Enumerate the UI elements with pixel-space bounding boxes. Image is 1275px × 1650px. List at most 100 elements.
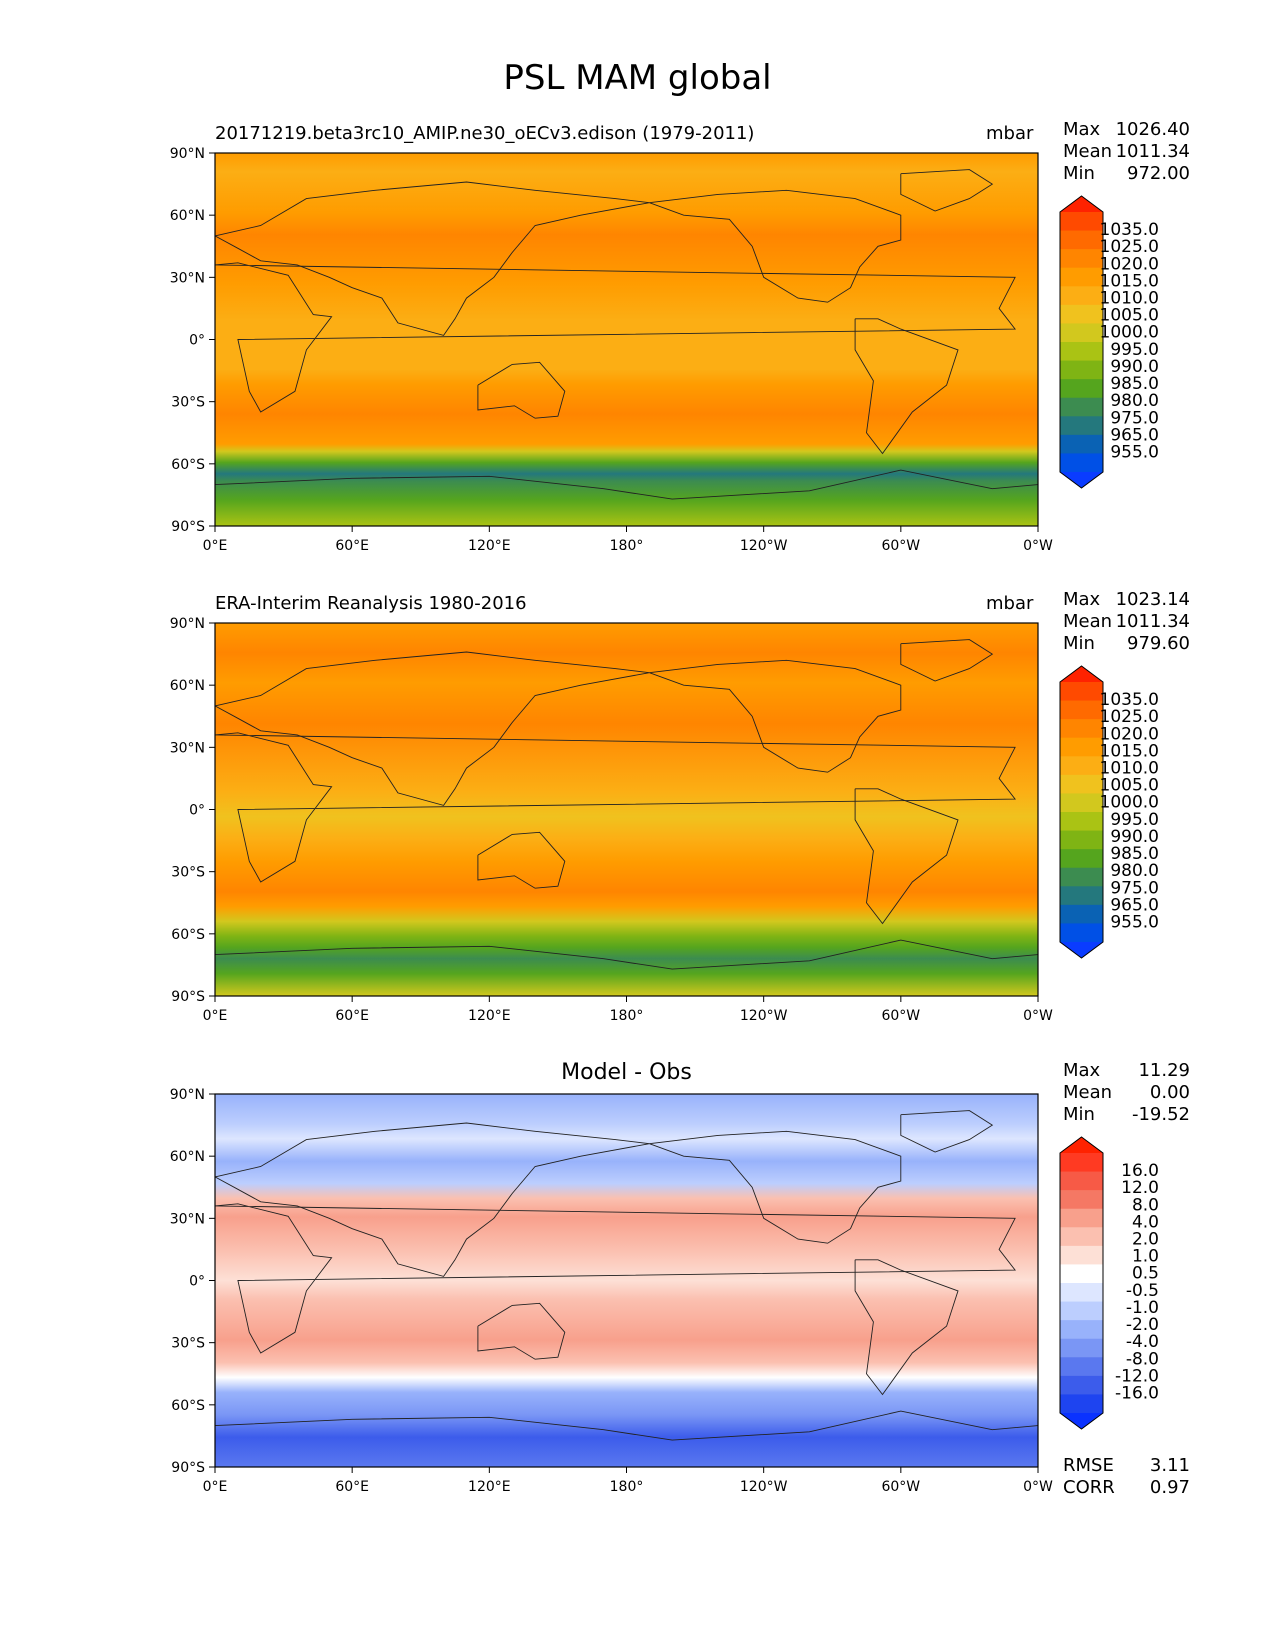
colorbar: 1035.01025.01020.01015.01010.01005.01000… bbox=[1059, 195, 1159, 489]
colorbar-swatch bbox=[1060, 719, 1103, 739]
stat-value: 1026.40 bbox=[1115, 119, 1190, 140]
stat-label: Max bbox=[1063, 119, 1101, 140]
metric-value: 3.11 bbox=[1149, 1455, 1190, 1476]
colorbar-label: 1.0 bbox=[1132, 1247, 1159, 1267]
lat-tick-label: 0° bbox=[189, 1274, 205, 1290]
colorbar-swatch bbox=[1060, 304, 1103, 324]
coastline bbox=[477, 831, 566, 889]
coastline bbox=[477, 1302, 566, 1360]
coastline bbox=[214, 651, 650, 806]
map-panel: 90°N 60°N 30°N 0° 30°S 60°S 90°S 0°E 60°E 120°E 18… bbox=[170, 616, 1159, 1024]
figure-title: PSL MAM global bbox=[503, 58, 772, 98]
coastline bbox=[900, 639, 994, 682]
lon-tick-label: 0°E bbox=[203, 1479, 228, 1495]
lon-tick-label: 120°W bbox=[740, 538, 788, 554]
colorbar-label: -8.0 bbox=[1126, 1349, 1159, 1369]
lon-tick-label: 120°W bbox=[740, 1008, 788, 1024]
stat-label: Min bbox=[1063, 1104, 1095, 1125]
colorbar-swatch bbox=[1060, 360, 1103, 380]
colorbar-swatch bbox=[1060, 700, 1103, 720]
colorbar-outline bbox=[1059, 1136, 1104, 1430]
lon-tick-label: 0°W bbox=[1023, 538, 1053, 554]
colorbar-label: -2.0 bbox=[1126, 1315, 1159, 1335]
stat-label: Min bbox=[1063, 163, 1095, 184]
colorbar-swatch bbox=[1060, 1264, 1103, 1284]
panel-title: ERA-Interim Reanalysis 1980-2016 bbox=[215, 593, 527, 614]
map-panel: 90°N 60°N 30°N 0° 30°S 60°S 90°S 0°E 60°E 120°E 18… bbox=[170, 1087, 1159, 1495]
colorbar: 1035.01025.01020.01015.01010.01005.01000… bbox=[1059, 665, 1159, 959]
lon-tick-label: 0°W bbox=[1023, 1008, 1053, 1024]
colorbar-label: 16.0 bbox=[1121, 1161, 1159, 1181]
lon-tick-label: 60°W bbox=[881, 1479, 920, 1495]
lat-tick-label: 90°N bbox=[170, 146, 205, 162]
colorbar-swatch bbox=[1060, 849, 1103, 869]
stat-value: 972.00 bbox=[1127, 163, 1190, 184]
colorbar-swatch bbox=[1060, 323, 1103, 343]
stat-row: Mean 0.00 bbox=[1063, 1082, 1190, 1104]
coastline bbox=[214, 1410, 1039, 1441]
colorbar-swatch bbox=[1060, 942, 1103, 958]
lon-tick-label: 60°W bbox=[881, 538, 920, 554]
colorbar-swatch bbox=[1060, 682, 1103, 702]
colorbar-swatch bbox=[1060, 1245, 1103, 1265]
colorbar-label: 995.0 bbox=[1110, 810, 1159, 830]
coastline bbox=[649, 659, 902, 773]
panel-title: 20171219.beta3rc10_AMIP.ne30_oECv3.ediso… bbox=[215, 123, 755, 144]
stat-value: -19.52 bbox=[1131, 1104, 1190, 1125]
colorbar-label: 8.0 bbox=[1132, 1195, 1159, 1215]
colorbar-swatch bbox=[1060, 812, 1103, 832]
colorbar-label: 1005.0 bbox=[1100, 306, 1159, 326]
units-label: mbar bbox=[986, 123, 1034, 144]
coastline bbox=[214, 939, 1039, 970]
lat-tick-label: 60°N bbox=[170, 208, 205, 224]
colorbar-label: 1000.0 bbox=[1100, 323, 1159, 343]
colorbar-swatch bbox=[1060, 453, 1103, 473]
lon-tick-label: 60°E bbox=[335, 1008, 369, 1024]
colorbar-label: 965.0 bbox=[1110, 895, 1159, 915]
stat-row: Max 1023.14 bbox=[1063, 589, 1190, 611]
colorbar-label: 1025.0 bbox=[1100, 707, 1159, 727]
colorbar-swatch bbox=[1060, 830, 1103, 850]
lat-tick-label: 90°S bbox=[171, 1460, 205, 1476]
field-fill bbox=[215, 1094, 1038, 1467]
colorbar-swatch bbox=[1060, 1171, 1103, 1191]
colorbar-swatch bbox=[1060, 472, 1103, 488]
lat-tick-label: 90°S bbox=[171, 989, 205, 1005]
lon-tick-label: 60°E bbox=[335, 538, 369, 554]
colorbar-label: 1035.0 bbox=[1100, 220, 1159, 240]
stat-value: 11.29 bbox=[1138, 1060, 1190, 1081]
stat-label: Max bbox=[1063, 589, 1101, 610]
lat-tick-label: 60°N bbox=[170, 678, 205, 694]
colorbar-swatch bbox=[1060, 196, 1103, 212]
colorbar-label: 1025.0 bbox=[1100, 237, 1159, 257]
colorbar-swatch bbox=[1060, 249, 1103, 269]
colorbar-outline bbox=[1059, 665, 1104, 959]
colorbar-label: 1000.0 bbox=[1100, 793, 1159, 813]
colorbar-swatch bbox=[1060, 1357, 1103, 1377]
colorbar-swatch bbox=[1060, 230, 1103, 250]
lat-tick-label: 0° bbox=[189, 333, 205, 349]
colorbar-swatch bbox=[1060, 1190, 1103, 1210]
colorbar-label: 0.5 bbox=[1132, 1264, 1159, 1284]
metric-label: CORR bbox=[1063, 1477, 1115, 1498]
stat-row: Min 972.00 bbox=[1063, 163, 1190, 185]
colorbar-swatch bbox=[1060, 756, 1103, 776]
lat-tick-label: 90°N bbox=[170, 616, 205, 632]
colorbar-label: 985.0 bbox=[1110, 374, 1159, 394]
colorbar-swatch bbox=[1060, 1153, 1103, 1173]
lat-tick-label: 30°N bbox=[170, 270, 205, 286]
colorbar-swatch bbox=[1060, 1283, 1103, 1303]
metric-label: RMSE bbox=[1063, 1455, 1114, 1476]
stat-value: 1011.34 bbox=[1115, 611, 1190, 632]
colorbar-label: 995.0 bbox=[1110, 340, 1159, 360]
colorbar-label: -12.0 bbox=[1115, 1366, 1159, 1386]
stat-label: Mean bbox=[1063, 611, 1113, 632]
colorbar-swatch bbox=[1060, 904, 1103, 924]
coastline bbox=[649, 1130, 902, 1244]
colorbar-label: 955.0 bbox=[1110, 442, 1159, 462]
lon-tick-label: 0°W bbox=[1023, 1479, 1053, 1495]
colorbar-swatch bbox=[1060, 774, 1103, 794]
stat-label: Min bbox=[1063, 633, 1095, 654]
colorbar-label: 1020.0 bbox=[1100, 724, 1159, 744]
colorbar-swatch bbox=[1060, 397, 1103, 417]
